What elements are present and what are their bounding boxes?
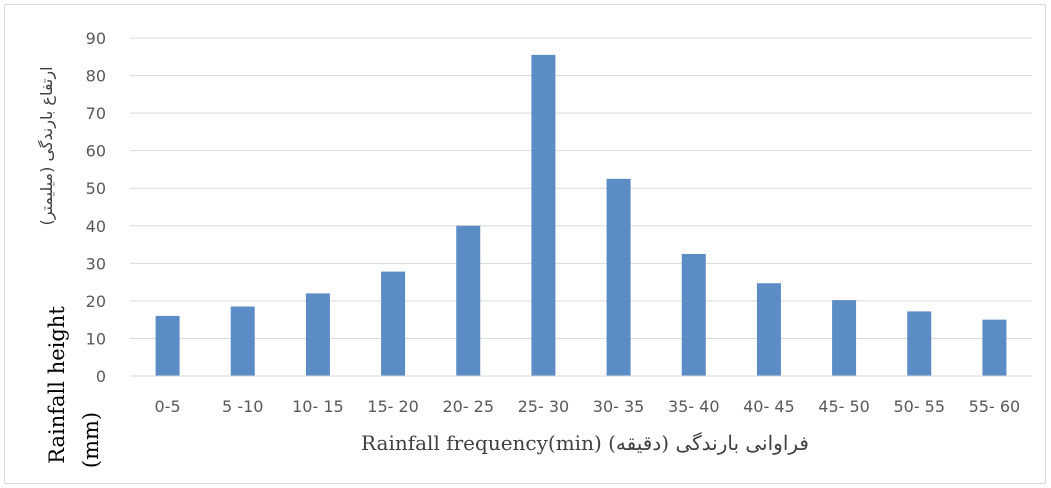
x-tick-label: 30- 35 (593, 397, 645, 416)
bar (832, 300, 857, 376)
x-tick-label: 55- 60 (969, 397, 1021, 416)
y-tick-labels: 0 10 20 30 40 50 60 70 80 90 (86, 29, 106, 386)
y-tick-label: 90 (86, 29, 106, 48)
bar (756, 283, 781, 376)
x-tick-label: 25- 30 (518, 397, 570, 416)
y-tick-label: 30 (86, 254, 106, 273)
x-tick-label: 50- 55 (893, 397, 945, 416)
y-axis-title-line1: Rainfall height (45, 306, 69, 464)
x-tick-labels: 0-5 5 -10 10- 15 15- 20 20- 25 25- 30 30- 35 35… (155, 397, 1021, 416)
chart-frame (4, 4, 1046, 484)
x-tick-label: 45- 50 (818, 397, 870, 416)
bars (155, 54, 1007, 377)
y-tick-label: 80 (86, 67, 106, 86)
bar (982, 319, 1007, 376)
bar (531, 54, 556, 377)
y-tick-label: 40 (86, 217, 106, 236)
y-tick-label: 50 (86, 179, 106, 198)
bar (681, 253, 706, 376)
bar (305, 293, 330, 376)
gridlines (130, 37, 1032, 339)
bar (606, 178, 631, 376)
y-axis-title-persian: ارتفاع بارندگی (میلیمتر) (37, 66, 57, 225)
y-tick-label: 70 (86, 104, 106, 123)
bar (381, 271, 406, 376)
bar (907, 311, 932, 376)
x-tick-label: 35- 40 (668, 397, 720, 416)
x-tick-label: 0-5 (155, 397, 181, 416)
bar (230, 306, 255, 376)
x-tick-label: 10- 15 (292, 397, 344, 416)
y-tick-label: 0 (96, 367, 106, 386)
bar (155, 315, 180, 376)
x-tick-label: 20- 25 (442, 397, 494, 416)
x-tick-label: 40- 45 (743, 397, 795, 416)
y-axis-title-line2: (mm) (79, 412, 103, 468)
y-tick-label: 60 (86, 142, 106, 161)
x-tick-label: 15- 20 (367, 397, 419, 416)
x-axis-title: Rainfall frequency(min) (دقیقه) فراوانی … (361, 431, 809, 455)
x-tick-label: 5 -10 (222, 397, 263, 416)
y-tick-label: 20 (86, 292, 106, 311)
bar (456, 225, 481, 376)
y-axis-title: Rainfall height (mm) (45, 306, 103, 468)
y-tick-label: 10 (86, 329, 106, 348)
